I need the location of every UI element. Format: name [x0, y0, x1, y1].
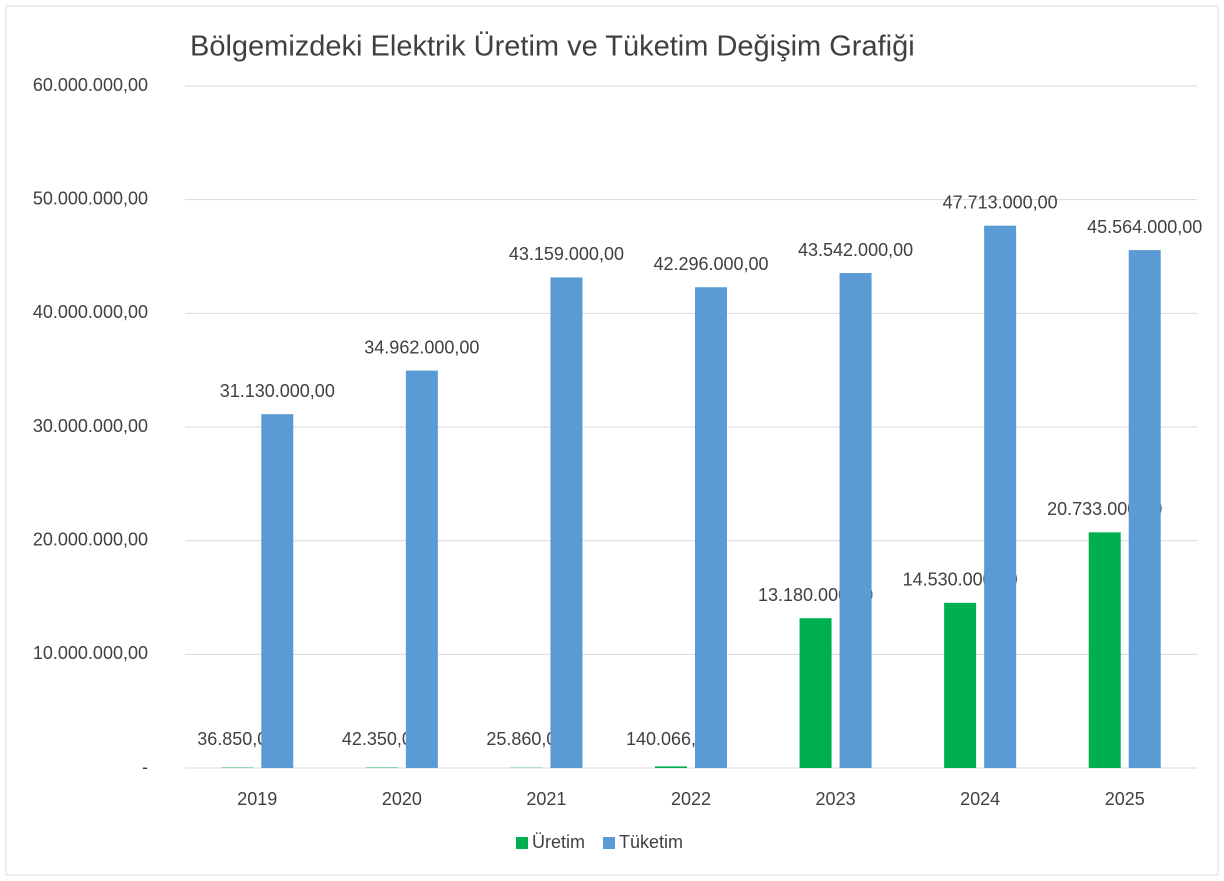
- data-label: 47.713.000,00: [943, 192, 1058, 212]
- chart-title: Bölgemizdeki Elektrik Üretim ve Tüketim …: [190, 31, 915, 63]
- y-tick-label: 10.000.000,00: [33, 643, 148, 663]
- x-tick-label: 2024: [960, 789, 1000, 809]
- legend-swatch: [603, 837, 615, 849]
- bar: [799, 618, 832, 768]
- y-tick-label: 30.000.000,00: [33, 416, 148, 436]
- data-label: 140.066,00: [626, 729, 716, 749]
- bar: [550, 277, 583, 768]
- bar: [1088, 532, 1121, 768]
- x-tick-label: 2022: [671, 789, 711, 809]
- data-label: 43.159.000,00: [509, 244, 624, 264]
- bar: [655, 766, 687, 768]
- data-label: 36.850,00: [197, 729, 277, 749]
- x-tick-label: 2020: [382, 789, 422, 809]
- bar: [261, 414, 294, 768]
- chart-frame: [5, 5, 1219, 876]
- data-label: 25.860,00: [486, 729, 566, 749]
- y-tick-label: 40.000.000,00: [33, 302, 148, 322]
- data-label: 42.350,00: [342, 729, 422, 749]
- data-label: 42.296.000,00: [653, 254, 768, 274]
- bar: [984, 225, 1017, 768]
- data-label: 45.564.000,00: [1087, 217, 1202, 237]
- y-tick-label: 50.000.000,00: [33, 188, 148, 208]
- bar: [695, 287, 727, 768]
- bar: [839, 273, 872, 768]
- x-tick-label: 2019: [237, 789, 277, 809]
- bar: [405, 370, 438, 768]
- x-tick-label: 2025: [1105, 789, 1145, 809]
- legend-swatch: [516, 837, 528, 849]
- data-label: 34.962.000,00: [364, 337, 479, 357]
- y-tick-label: 20.000.000,00: [33, 529, 148, 549]
- x-tick-label: 2021: [526, 789, 566, 809]
- y-tick-label: -: [142, 757, 148, 777]
- legend-label: Üretim: [532, 832, 585, 852]
- y-tick-label: 60.000.000,00: [33, 75, 148, 95]
- data-label: 31.130.000,00: [220, 381, 335, 401]
- legend-label: Tüketim: [619, 832, 683, 852]
- data-label: 43.542.000,00: [798, 240, 913, 260]
- x-tick-label: 2023: [816, 789, 856, 809]
- bar: [944, 602, 977, 768]
- bar: [1128, 250, 1161, 768]
